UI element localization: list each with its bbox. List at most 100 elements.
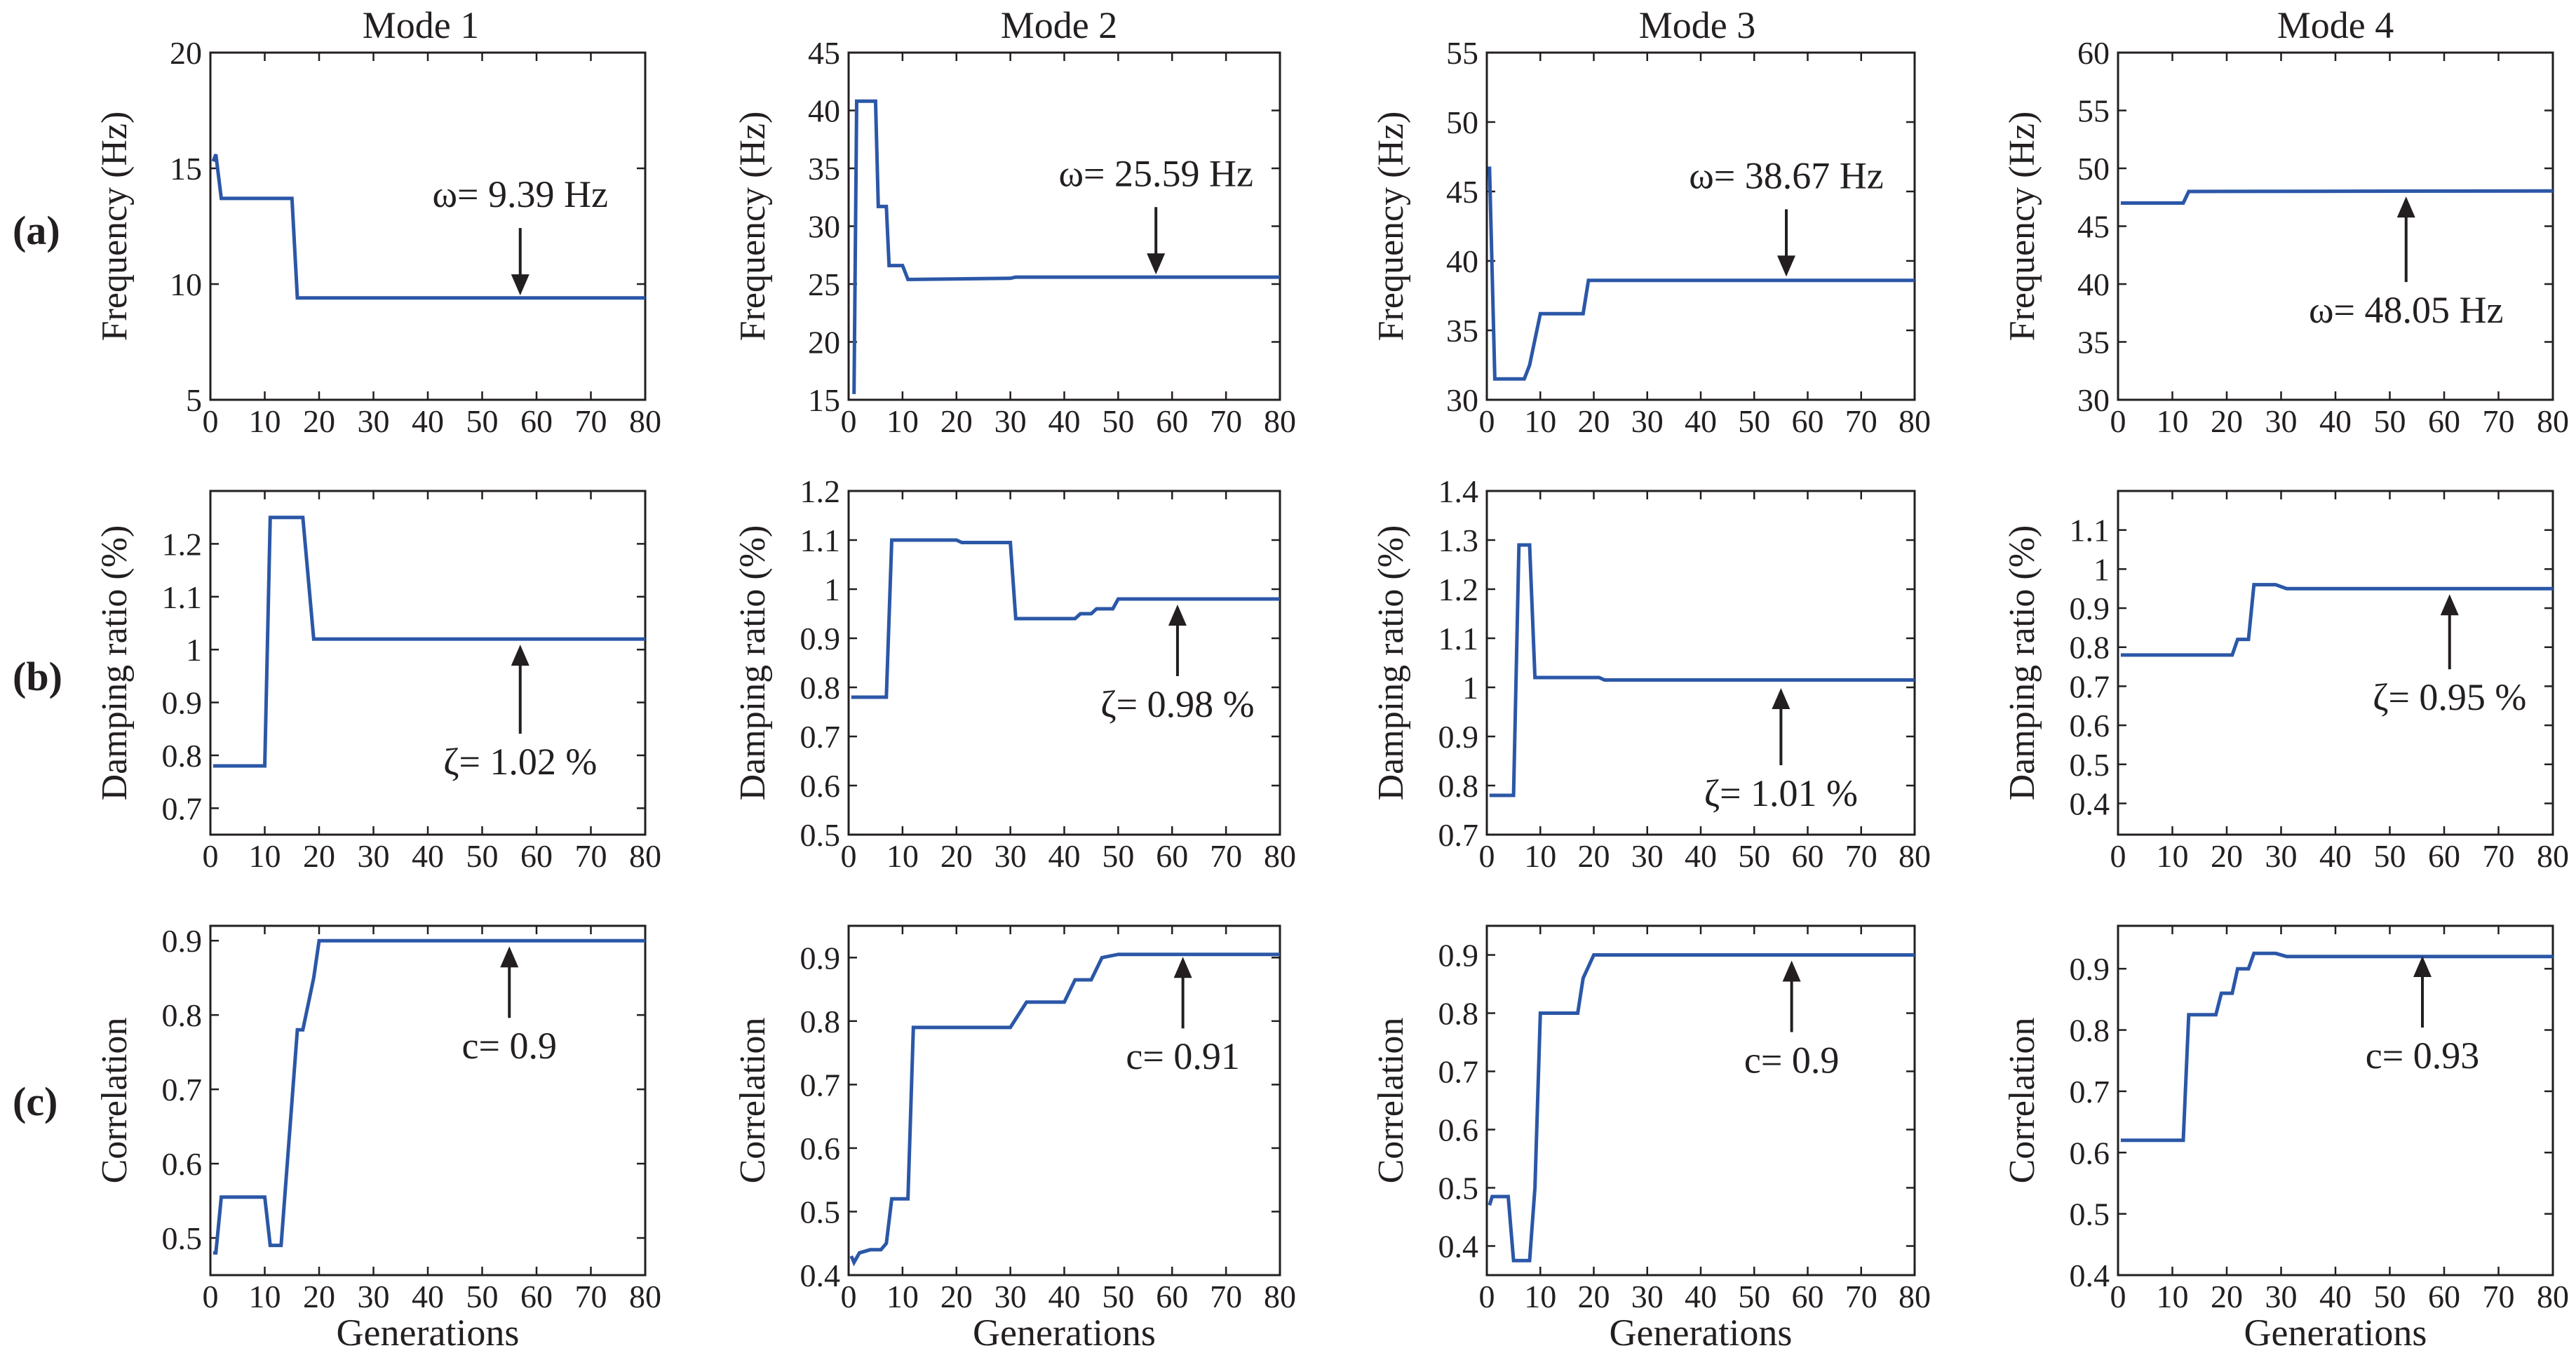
x-tick-label: 80 [629,403,661,439]
x-tick-label: 20 [2211,403,2243,439]
x-tick-label: 40 [1685,1279,1717,1314]
x-tick-label: 10 [886,838,919,874]
x-tick-label: 50 [2374,403,2406,439]
y-tick-label: 0.5 [800,1194,841,1230]
x-tick-label: 0 [1479,838,1495,874]
x-tick-label: 40 [2319,403,2352,439]
y-tick-label: 5 [186,382,202,418]
y-tick-label: 0.9 [800,940,841,976]
x-tick-label: 60 [2428,1279,2460,1314]
y-tick-label: 40 [1446,243,1478,279]
y-tick-label: 0.6 [162,1146,203,1182]
x-tick-label: 80 [1264,1279,1296,1314]
x-tick-label: 60 [1156,1279,1188,1314]
y-tick-label: 0.4 [2070,1258,2110,1293]
panel-a3: 0 10 20 30 40 50 60 70 80 30 35 40 45 50 55 Frequency (… [1371,35,1931,439]
annotation-arrow-head [1777,255,1795,277]
panel-c3: 0 10 20 30 40 50 60 70 80 0.4 0.5 0.6 0.7 0.8 0.9 Corre… [1371,924,1931,1354]
y-tick-label: 0.7 [162,790,203,826]
x-axis-label: Generations [1610,1312,1793,1354]
annotation-arrow-head [500,946,519,968]
row-label-a: (a) [13,208,60,253]
x-tick-label: 20 [1578,403,1610,439]
x-tick-label: 0 [841,838,857,874]
annotation-arrow-head [1168,605,1187,626]
x-tick-label: 30 [2265,403,2298,439]
y-tick-label: 35 [808,151,840,187]
x-tick-label: 0 [2110,403,2126,439]
x-tick-label: 60 [520,838,553,874]
series-line [1489,543,1915,797]
x-tick-label: 60 [1792,1279,1824,1314]
y-tick-label: 45 [2077,209,2110,245]
x-tick-label: 70 [1210,838,1242,874]
x-tick-label: 80 [629,838,661,874]
x-axis-label: Generations [973,1312,1156,1354]
y-tick-label: 45 [808,35,840,71]
y-tick-label: 1.2 [800,473,841,509]
y-tick-label: 40 [2077,267,2110,302]
panel-b2: 0 10 20 30 40 50 60 70 80 0.5 0.6 0.7 0.8 0.9 1 1.1 1.2 D… [733,473,1296,874]
y-tick-label: 1.1 [2070,513,2110,548]
annotation-arrow-head [1782,960,1801,982]
annotation-label: ω= 38.67 Hz [1689,154,1883,196]
x-tick-label: 70 [1845,403,1877,439]
y-axis-label: Frequency (Hz) [2002,112,2042,342]
y-tick-label: 0.5 [1438,1171,1479,1206]
series-line [852,99,1280,394]
x-tick-label: 40 [1685,403,1717,439]
x-tick-label: 30 [358,838,390,874]
x-tick-label: 10 [249,403,281,439]
y-tick-label: 0.4 [1438,1229,1479,1265]
annotation-arrow-head [2396,196,2415,218]
x-tick-label: 50 [1102,838,1134,874]
y-tick-label: 0.5 [2070,1197,2110,1232]
x-tick-label: 10 [2157,1279,2189,1314]
y-tick-label: 50 [1446,105,1478,140]
x-tick-label: 20 [940,838,973,874]
x-tick-label: 70 [2483,1279,2515,1314]
x-tick-label: 30 [994,1279,1027,1314]
annotation-label: ζ= 1.02 % [443,741,597,783]
panel-a2: 0 10 20 30 40 50 60 70 80 15 20 25 30 35 40 45 Frequency… [733,35,1296,439]
x-tick-label: 60 [520,403,553,439]
annotation-label: ω= 9.39 Hz [433,173,608,215]
x-tick-label: 50 [466,838,499,874]
annotation-label: c= 0.93 [2366,1035,2479,1077]
y-tick-label: 0.7 [2070,1074,2110,1110]
x-tick-label: 40 [1048,403,1081,439]
annotation-label: ζ= 0.98 % [1100,683,1254,725]
x-tick-label: 70 [575,403,607,439]
x-tick-label: 80 [2537,1279,2569,1314]
y-axis-label: Damping ratio (%) [733,525,773,801]
x-tick-label: 10 [2157,838,2189,874]
y-tick-label: 1.4 [1438,473,1479,509]
annotation-arrow-head [1772,688,1791,709]
x-tick-label: 30 [2265,838,2298,874]
annotation-label: ω= 48.05 Hz [2309,289,2503,331]
series-line [1488,166,1915,381]
x-tick-label: 10 [2157,403,2189,439]
x-tick-label: 20 [2211,838,2243,874]
y-axis-label: Damping ratio (%) [1371,525,1411,801]
y-tick-label: 0.7 [1438,1054,1479,1090]
mode-title-2: Mode 2 [1001,4,1117,46]
y-tick-label: 0.8 [800,670,841,706]
x-tick-label: 50 [2374,1279,2406,1314]
x-tick-label: 40 [412,1279,444,1314]
y-tick-label: 0.8 [162,738,203,774]
x-tick-label: 70 [1845,838,1877,874]
x-tick-label: 80 [2537,403,2569,439]
x-tick-label: 10 [886,403,919,439]
annotation-arrow-head [1147,253,1166,275]
series-line [1488,953,1915,1262]
x-axis-label: Generations [337,1312,520,1354]
x-tick-label: 50 [1738,1279,1770,1314]
annotation-label: ζ= 1.01 % [1704,772,1858,814]
x-tick-label: 0 [1479,1279,1495,1314]
x-tick-label: 0 [203,838,219,874]
x-tick-label: 40 [1685,838,1717,874]
x-tick-label: 20 [303,403,335,439]
x-tick-label: 0 [2110,1279,2126,1314]
x-tick-label: 30 [994,403,1027,439]
